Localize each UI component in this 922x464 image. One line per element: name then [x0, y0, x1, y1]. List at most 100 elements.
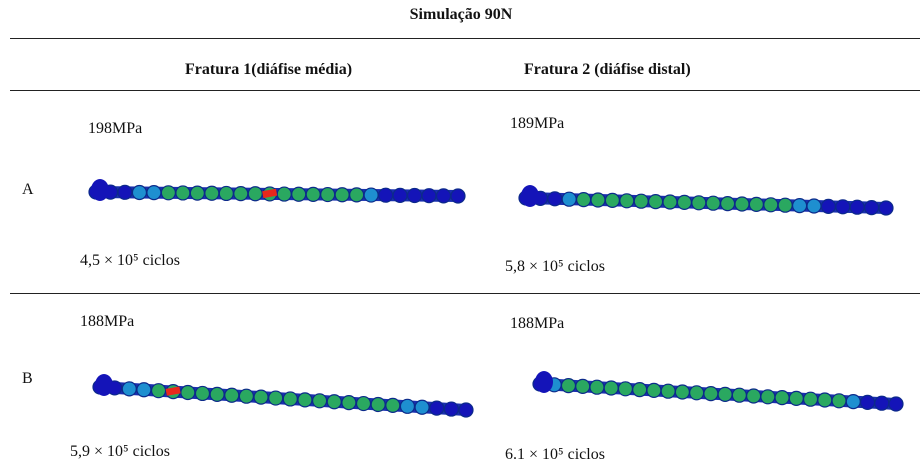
plate-hole	[749, 197, 763, 211]
plate-hole	[604, 381, 618, 395]
plate-hole	[210, 387, 224, 401]
plate-hole	[379, 188, 393, 202]
plate-hole	[408, 189, 422, 203]
plate-hole	[677, 195, 691, 209]
plate-hole	[661, 384, 675, 398]
plate-hole	[415, 400, 429, 414]
plate-hole	[861, 395, 875, 409]
plates	[0, 0, 922, 463]
plate-hole	[393, 188, 407, 202]
plate-hole	[590, 380, 604, 394]
plate-hole	[342, 396, 356, 410]
plate-hole	[832, 394, 846, 408]
plate-hole	[706, 196, 720, 210]
plate-hole	[132, 185, 146, 199]
plate-head	[535, 371, 553, 393]
plate-head	[91, 179, 109, 201]
plate-hole	[778, 198, 792, 212]
plate-hole	[789, 391, 803, 405]
plate-hole	[618, 382, 632, 396]
plate-hole	[321, 188, 335, 202]
plate-hole	[718, 387, 732, 401]
plate-hole	[649, 195, 663, 209]
plate-hole	[735, 197, 749, 211]
plate-hole	[692, 196, 706, 210]
plate-hole	[620, 194, 634, 208]
plate-hole	[176, 186, 190, 200]
plate-hole	[764, 198, 778, 212]
plate-hole	[846, 395, 860, 409]
plate-hole	[562, 192, 576, 206]
plate-hole	[400, 399, 414, 413]
plate-hole	[277, 187, 291, 201]
plate-hole	[313, 394, 327, 408]
plate-hole	[152, 384, 166, 398]
plate-head	[521, 185, 539, 207]
plate-hole	[147, 186, 161, 200]
plate-hole	[195, 386, 209, 400]
plate-hole	[561, 379, 575, 393]
plate-hole	[451, 189, 465, 203]
plate-hole	[234, 187, 248, 201]
plate-hole	[889, 397, 903, 411]
plate-hole	[364, 188, 378, 202]
plate-hole	[577, 193, 591, 207]
plate-hole	[422, 189, 436, 203]
plate-hole	[161, 186, 175, 200]
plate-hole	[576, 379, 590, 393]
plate-hole	[298, 393, 312, 407]
plate-hole	[807, 199, 821, 213]
plate-hole	[675, 385, 689, 399]
plate-hole	[225, 388, 239, 402]
plate-hole	[306, 187, 320, 201]
plate-hole	[269, 391, 283, 405]
plate-hole	[190, 186, 204, 200]
plate-hole	[633, 383, 647, 397]
plate-hole	[248, 187, 262, 201]
plate-hole	[775, 391, 789, 405]
plate-hole	[459, 403, 473, 417]
plate-hole	[804, 392, 818, 406]
plate-hole	[357, 397, 371, 411]
plate-hole	[865, 201, 879, 215]
plate-hole	[181, 386, 195, 400]
plate-hole	[605, 193, 619, 207]
plate-hole	[444, 402, 458, 416]
plate-hole	[704, 387, 718, 401]
plate-hole	[219, 186, 233, 200]
plate-hole	[239, 389, 253, 403]
plate-hole	[850, 200, 864, 214]
plate-hole	[371, 397, 385, 411]
plate-hole	[879, 201, 893, 215]
plate-hole	[254, 390, 268, 404]
plate-hole	[875, 396, 889, 410]
plate-hole	[350, 188, 364, 202]
plate-hole	[548, 192, 562, 206]
plate-hole	[818, 393, 832, 407]
plate-hole	[137, 383, 151, 397]
plate-hole	[205, 186, 219, 200]
plate-hole	[634, 194, 648, 208]
plate-hole	[591, 193, 605, 207]
plate-head	[95, 374, 113, 396]
plate-hole	[118, 185, 132, 199]
plate-hole	[335, 188, 349, 202]
figure-table: Simulação 90N Fratura 1(diáfise média) F…	[0, 0, 922, 463]
plate-hole	[821, 199, 835, 213]
plate-hole	[386, 398, 400, 412]
plate-hole	[663, 195, 677, 209]
plate-hole	[430, 401, 444, 415]
plate-hole	[327, 395, 341, 409]
plate-hole	[292, 187, 306, 201]
plate-hole	[747, 389, 761, 403]
plate-hole	[732, 388, 746, 402]
plate-hole	[122, 382, 136, 396]
plate-hole	[836, 200, 850, 214]
plate-hole	[793, 199, 807, 213]
plate-hole	[647, 383, 661, 397]
plate-hole	[761, 390, 775, 404]
plate-hole	[437, 189, 451, 203]
plate-hole	[283, 392, 297, 406]
plate-hole	[721, 197, 735, 211]
plate-hole	[690, 386, 704, 400]
